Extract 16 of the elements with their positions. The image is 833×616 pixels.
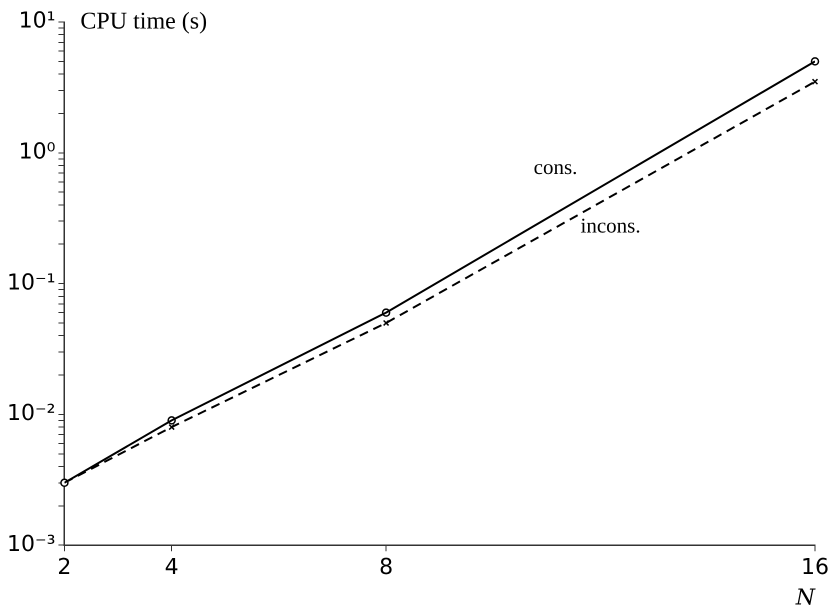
y-tick-label: 10⁰ — [18, 140, 56, 165]
x-tick-label: 16 — [801, 555, 830, 580]
series-label: incons. — [580, 213, 641, 238]
point — [168, 424, 175, 430]
x-tick-label: 8 — [379, 555, 394, 580]
x-tick-label: 4 — [164, 555, 179, 580]
point — [382, 320, 390, 326]
x-axis-title: N — [794, 586, 816, 611]
y-tick-label: 10⁻¹ — [6, 270, 56, 296]
y-tick-label: 10⁻³ — [6, 532, 56, 557]
y-tick-label: 10⁻² — [6, 401, 56, 426]
x-tick-label: 2 — [57, 555, 72, 580]
y-tick-label: 10¹ — [18, 8, 56, 34]
y-axis-title: CPU time (s) — [80, 8, 208, 34]
point — [812, 78, 818, 85]
series-label: cons. — [534, 155, 578, 180]
